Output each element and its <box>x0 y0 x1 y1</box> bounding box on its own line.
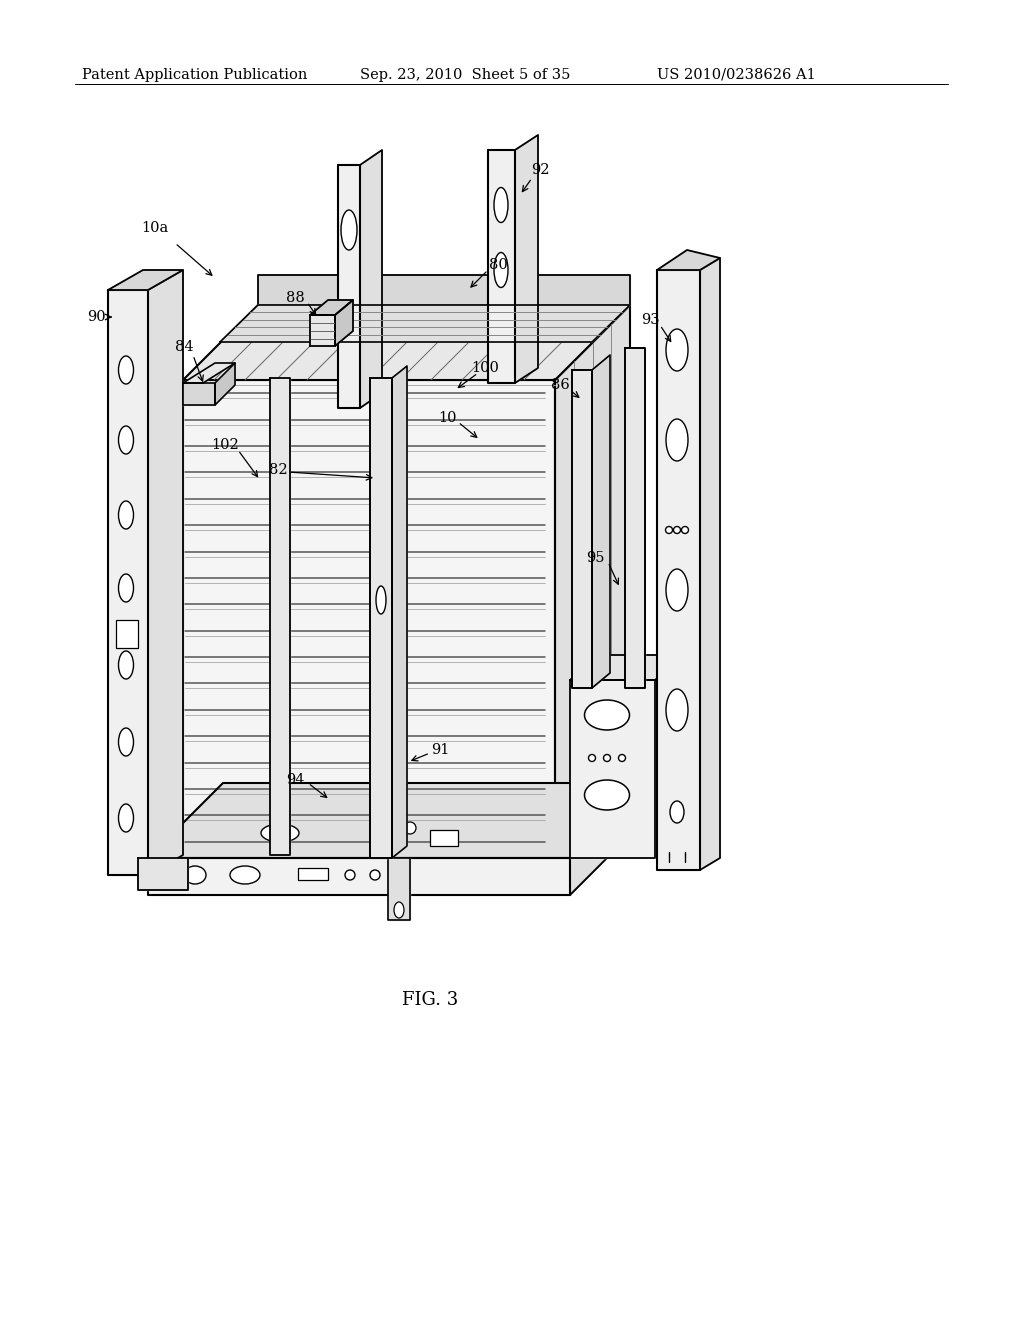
Polygon shape <box>138 858 188 890</box>
Bar <box>298 869 328 880</box>
Bar <box>116 620 138 648</box>
Ellipse shape <box>119 574 133 602</box>
Polygon shape <box>310 300 353 315</box>
Text: 80: 80 <box>488 257 507 272</box>
Polygon shape <box>570 680 655 858</box>
Polygon shape <box>335 300 353 346</box>
Ellipse shape <box>119 651 133 678</box>
Ellipse shape <box>682 527 688 533</box>
Polygon shape <box>258 275 630 305</box>
Polygon shape <box>570 783 645 895</box>
Ellipse shape <box>603 755 610 762</box>
Polygon shape <box>108 290 148 875</box>
Ellipse shape <box>585 700 630 730</box>
Polygon shape <box>360 150 382 408</box>
Text: 93: 93 <box>641 313 659 327</box>
Text: 95: 95 <box>586 550 604 565</box>
Text: 10a: 10a <box>141 220 169 235</box>
Ellipse shape <box>184 866 206 884</box>
Ellipse shape <box>119 729 133 756</box>
Ellipse shape <box>376 586 386 614</box>
Ellipse shape <box>589 755 596 762</box>
Text: 92: 92 <box>530 162 549 177</box>
Ellipse shape <box>370 870 380 880</box>
Polygon shape <box>370 378 392 858</box>
Polygon shape <box>592 355 610 688</box>
Polygon shape <box>148 271 183 875</box>
Polygon shape <box>270 378 290 855</box>
Ellipse shape <box>666 689 688 731</box>
Text: 84: 84 <box>175 341 194 354</box>
Ellipse shape <box>674 527 681 533</box>
Polygon shape <box>657 271 700 870</box>
Text: FIG. 3: FIG. 3 <box>401 991 458 1008</box>
Text: 94: 94 <box>286 774 304 787</box>
Text: 86: 86 <box>551 378 569 392</box>
Ellipse shape <box>394 902 404 917</box>
Polygon shape <box>148 783 645 858</box>
Polygon shape <box>310 315 335 346</box>
Text: 90: 90 <box>87 310 105 323</box>
Ellipse shape <box>341 210 357 249</box>
Ellipse shape <box>585 780 630 810</box>
Ellipse shape <box>404 822 416 834</box>
Polygon shape <box>183 383 215 405</box>
Polygon shape <box>572 370 592 688</box>
Text: Patent Application Publication: Patent Application Publication <box>82 69 307 82</box>
Text: 91: 91 <box>431 743 450 756</box>
Ellipse shape <box>230 866 260 884</box>
Polygon shape <box>338 165 360 408</box>
Text: 88: 88 <box>286 290 304 305</box>
Ellipse shape <box>119 356 133 384</box>
Ellipse shape <box>494 252 508 288</box>
Text: 102: 102 <box>211 438 239 451</box>
Text: Sep. 23, 2010  Sheet 5 of 35: Sep. 23, 2010 Sheet 5 of 35 <box>360 69 570 82</box>
Polygon shape <box>700 257 720 870</box>
Polygon shape <box>183 363 234 383</box>
Ellipse shape <box>345 870 355 880</box>
Polygon shape <box>515 135 538 383</box>
Ellipse shape <box>670 801 684 822</box>
Polygon shape <box>488 150 515 383</box>
Ellipse shape <box>618 755 626 762</box>
Polygon shape <box>388 858 410 920</box>
Ellipse shape <box>494 187 508 223</box>
Text: 82: 82 <box>268 463 288 477</box>
Text: 10: 10 <box>438 411 458 425</box>
Polygon shape <box>625 348 645 688</box>
Text: 100: 100 <box>471 360 499 375</box>
Ellipse shape <box>666 329 688 371</box>
Text: US 2010/0238626 A1: US 2010/0238626 A1 <box>657 69 816 82</box>
Ellipse shape <box>119 502 133 529</box>
Ellipse shape <box>666 569 688 611</box>
Polygon shape <box>555 305 630 855</box>
Ellipse shape <box>119 426 133 454</box>
Polygon shape <box>108 271 183 290</box>
Polygon shape <box>657 249 720 271</box>
Bar <box>430 830 458 846</box>
Ellipse shape <box>119 804 133 832</box>
Polygon shape <box>183 305 630 380</box>
Ellipse shape <box>666 418 688 461</box>
Polygon shape <box>392 366 407 858</box>
Polygon shape <box>183 380 555 855</box>
Polygon shape <box>148 858 570 895</box>
Ellipse shape <box>666 527 673 533</box>
Polygon shape <box>220 305 630 342</box>
Polygon shape <box>215 363 234 405</box>
Ellipse shape <box>261 824 299 842</box>
Polygon shape <box>570 655 685 680</box>
